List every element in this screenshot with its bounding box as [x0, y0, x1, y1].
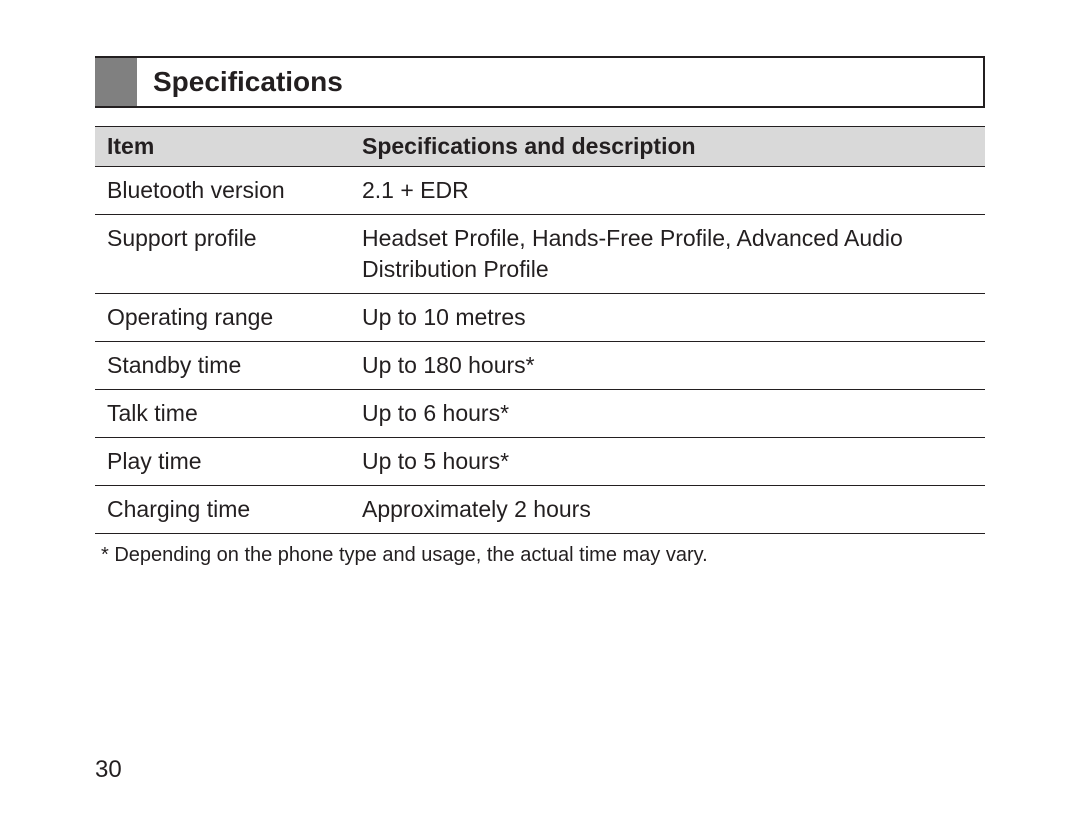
cell-item: Charging time — [95, 486, 350, 534]
table-row: Bluetooth version 2.1 + EDR — [95, 167, 985, 215]
cell-value: Up to 10 metres — [350, 294, 985, 342]
table-row: Support profile Headset Profile, Hands-F… — [95, 215, 985, 294]
cell-value: Up to 6 hours* — [350, 390, 985, 438]
table-row: Operating range Up to 10 metres — [95, 294, 985, 342]
cell-item: Standby time — [95, 342, 350, 390]
specifications-table: Item Specifications and description Blue… — [95, 126, 985, 534]
table-row: Standby time Up to 180 hours* — [95, 342, 985, 390]
cell-value: 2.1 + EDR — [350, 167, 985, 215]
cell-value: Approximately 2 hours — [350, 486, 985, 534]
section-header: Specifications — [95, 56, 985, 108]
cell-value: Headset Profile, Hands-Free Profile, Adv… — [350, 215, 985, 294]
table-header-row: Item Specifications and description — [95, 127, 985, 167]
cell-item: Support profile — [95, 215, 350, 294]
table-row: Charging time Approximately 2 hours — [95, 486, 985, 534]
table-row: Play time Up to 5 hours* — [95, 438, 985, 486]
cell-item: Talk time — [95, 390, 350, 438]
table-row: Talk time Up to 6 hours* — [95, 390, 985, 438]
cell-item: Bluetooth version — [95, 167, 350, 215]
cell-item: Operating range — [95, 294, 350, 342]
col-header-spec: Specifications and description — [350, 127, 985, 167]
section-tab — [95, 58, 137, 106]
section-title: Specifications — [137, 58, 343, 106]
page-number: 30 — [95, 756, 122, 784]
cell-item: Play time — [95, 438, 350, 486]
manual-page: Specifications Item Specifications and d… — [0, 0, 1080, 840]
cell-value: Up to 5 hours* — [350, 438, 985, 486]
footnote: * Depending on the phone type and usage,… — [95, 544, 985, 567]
table-body: Bluetooth version 2.1 + EDR Support prof… — [95, 167, 985, 534]
cell-value: Up to 180 hours* — [350, 342, 985, 390]
col-header-item: Item — [95, 127, 350, 167]
